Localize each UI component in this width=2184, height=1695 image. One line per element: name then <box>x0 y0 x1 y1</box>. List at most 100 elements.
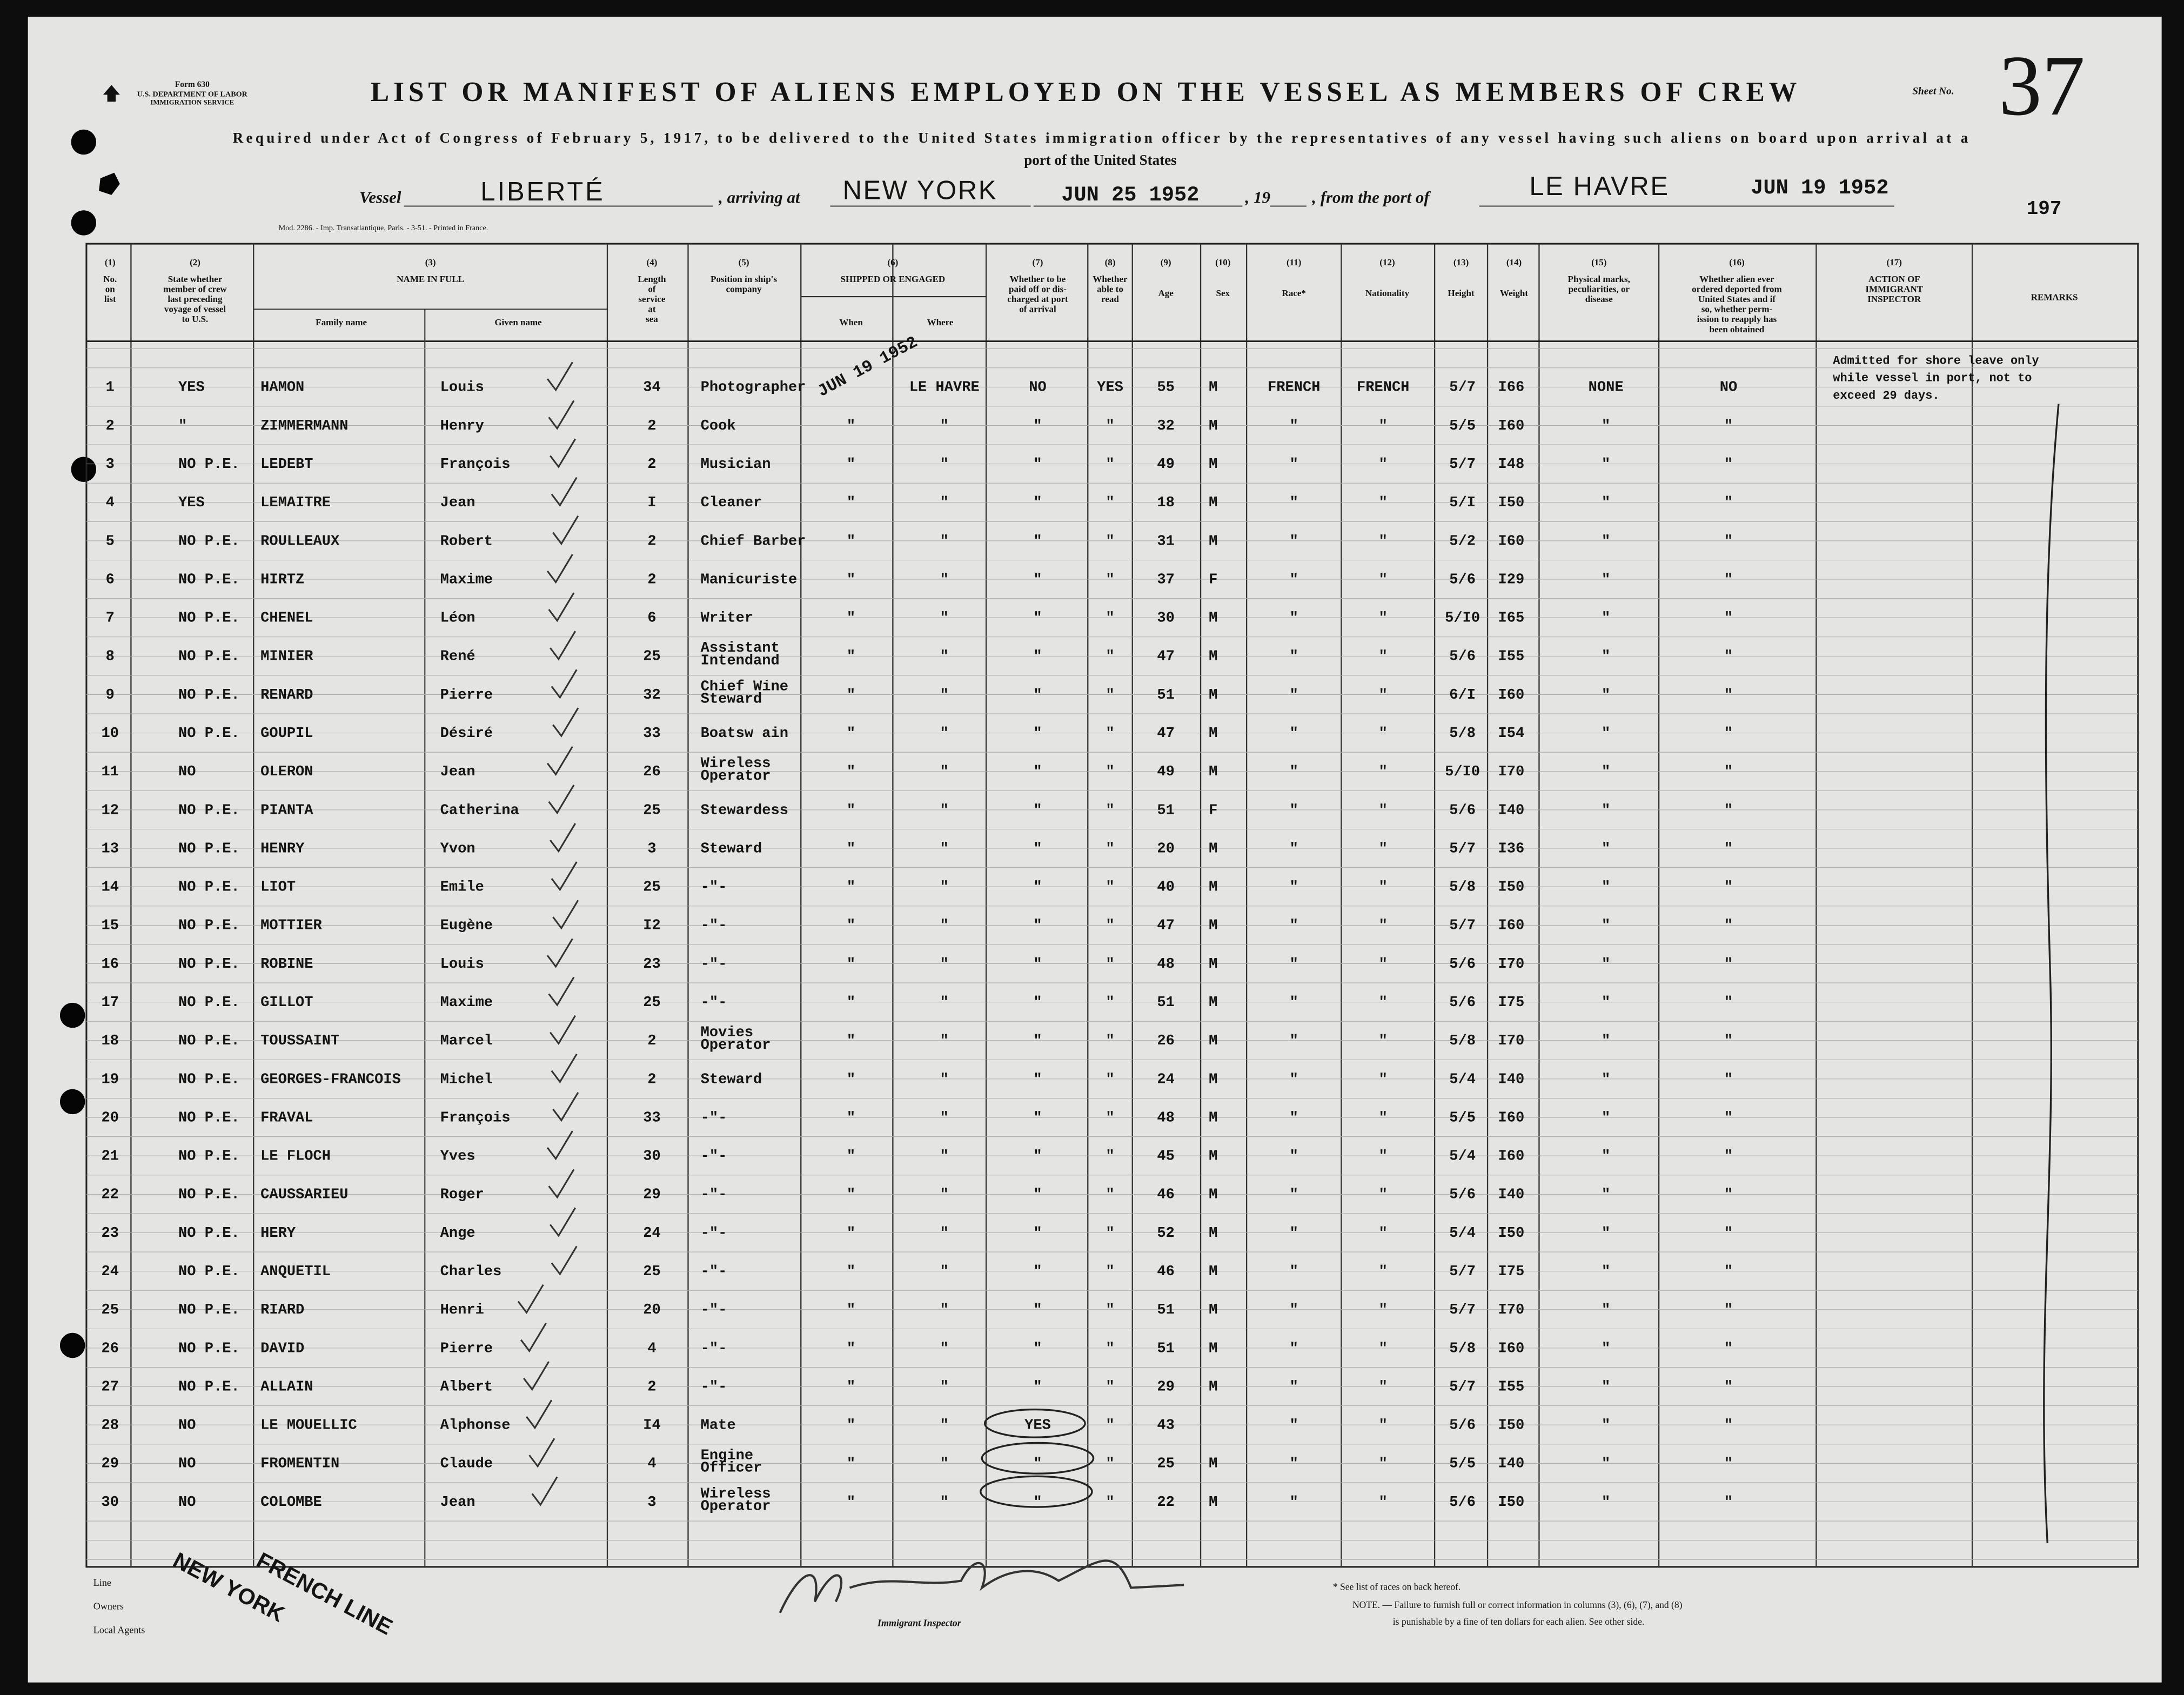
cell-text: M <box>1209 418 1217 434</box>
arriving-label: , arriving at <box>718 188 801 207</box>
column-subheading: Where <box>927 317 954 327</box>
cell-text: 5/8 <box>1449 879 1476 896</box>
cell-text: CHENEL <box>260 610 313 627</box>
column-heading: last preceding <box>168 294 223 304</box>
cell-text: " <box>847 994 855 1011</box>
cell-text: DAVID <box>260 1340 304 1357</box>
cell-text: " <box>1602 1340 1610 1357</box>
cell-text: I60 <box>1498 418 1525 434</box>
cell-text: " <box>847 1071 855 1088</box>
cell-text: " <box>847 648 855 665</box>
cell-text: François <box>440 1109 511 1126</box>
row-number: 11 <box>102 763 119 780</box>
cell-text: " <box>1379 956 1388 973</box>
hole <box>99 172 120 195</box>
cell-text: 25 <box>643 802 660 819</box>
cell-text: M <box>1209 1263 1217 1280</box>
cell-text: 5/6 <box>1449 994 1476 1011</box>
column-number: (2) <box>190 257 200 267</box>
cell-text: " <box>1033 1456 1042 1472</box>
cell-text: GEORGES-FRANCOIS <box>260 1071 401 1088</box>
column-number: (16) <box>1729 257 1744 267</box>
cell-text: " <box>1724 1263 1733 1280</box>
cell-text: " <box>847 917 855 934</box>
cell-text: " <box>1724 1456 1733 1472</box>
cell-text: " <box>1602 802 1610 819</box>
cell-text: -"- <box>701 1187 727 1203</box>
column-heading: disease <box>1585 294 1613 304</box>
cell-text: Claude <box>440 1456 493 1472</box>
cell-text: 24 <box>643 1225 660 1242</box>
inspector-label: Immigrant Inspector <box>877 1618 962 1629</box>
cell-text: " <box>1290 917 1298 934</box>
footer-label: Line <box>93 1577 111 1588</box>
cell-text: " <box>1106 994 1114 1011</box>
cell-text: " <box>847 763 855 780</box>
cell-text: 3 <box>647 1494 656 1511</box>
cell-text: " <box>1602 1302 1610 1318</box>
column-heading: list <box>104 294 116 304</box>
cell-text: " <box>1106 456 1114 473</box>
cell-text: " <box>1379 1263 1388 1280</box>
cell-text: " <box>940 1456 949 1472</box>
cell-text: " <box>1379 1456 1388 1472</box>
column-heading: NAME IN FULL <box>397 274 464 284</box>
cell-text: " <box>940 610 949 627</box>
cell-text: Henri <box>440 1302 484 1318</box>
cell-text: LE MOUELLIC <box>260 1417 357 1434</box>
row-number: 20 <box>102 1109 119 1126</box>
note: NOTE. — Failure to furnish full or corre… <box>1352 1599 1683 1610</box>
page-reference: 197 <box>2027 198 2062 220</box>
cell-text: 25 <box>643 994 660 1011</box>
column-heading: been obtained <box>1710 324 1765 334</box>
cell-text: Steward <box>701 1071 762 1088</box>
check-mark <box>517 1284 544 1314</box>
cell-text: " <box>940 1187 949 1203</box>
check-mark <box>520 1322 547 1353</box>
cell-text: Operator <box>701 1037 771 1054</box>
row-number: 15 <box>102 917 119 934</box>
check-mark <box>546 746 573 776</box>
cell-text: " <box>1602 725 1610 742</box>
cell-text: NO <box>178 763 196 780</box>
cell-text: Désiré <box>440 725 493 742</box>
cell-text: " <box>1724 802 1733 819</box>
cell-text: " <box>847 456 855 473</box>
cell-text: " <box>1106 1417 1114 1434</box>
cell-text: NO P.E. <box>178 533 240 550</box>
cell-text: " <box>1290 1494 1298 1511</box>
row-number: 24 <box>102 1263 119 1280</box>
cell-text: 18 <box>1157 494 1174 511</box>
cell-text: 5/6 <box>1449 1494 1476 1511</box>
cell-text: " <box>1379 840 1388 857</box>
cell-text: " <box>1106 418 1114 434</box>
column-number: (13) <box>1453 257 1469 267</box>
cell-text: YES <box>1097 379 1123 396</box>
cell-text: 5/7 <box>1449 379 1476 396</box>
cell-text: " <box>1290 1378 1298 1395</box>
cell-text: " <box>1602 1148 1610 1165</box>
cell-text: " <box>1379 571 1388 588</box>
row-number: 8 <box>106 648 115 665</box>
cell-text: " <box>1106 879 1114 896</box>
cell-text: NO P.E. <box>178 1378 240 1395</box>
check-mark <box>548 400 575 430</box>
cell-text: " <box>1033 1378 1042 1395</box>
cell-text: M <box>1209 879 1217 896</box>
cell-text: " <box>1106 533 1114 550</box>
cell-text: HENRY <box>260 840 305 857</box>
from-label: , from the port of <box>1311 188 1431 207</box>
cell-text: " <box>1379 1187 1388 1203</box>
cell-text: " <box>847 687 855 704</box>
column-heading: Weight <box>1500 288 1528 298</box>
cell-text: Musician <box>701 456 771 473</box>
cell-text: NO P.E. <box>178 1187 240 1203</box>
cell-text: François <box>440 456 511 473</box>
cell-text: NO P.E. <box>178 1340 240 1357</box>
cell-text: NO P.E. <box>178 802 240 819</box>
cell-text: " <box>1379 802 1388 819</box>
cell-text: M <box>1209 917 1217 934</box>
note: is punishable by a fine of ten dollars f… <box>1393 1616 1644 1627</box>
cell-text: M <box>1209 533 1217 550</box>
cell-text: " <box>940 1225 949 1242</box>
